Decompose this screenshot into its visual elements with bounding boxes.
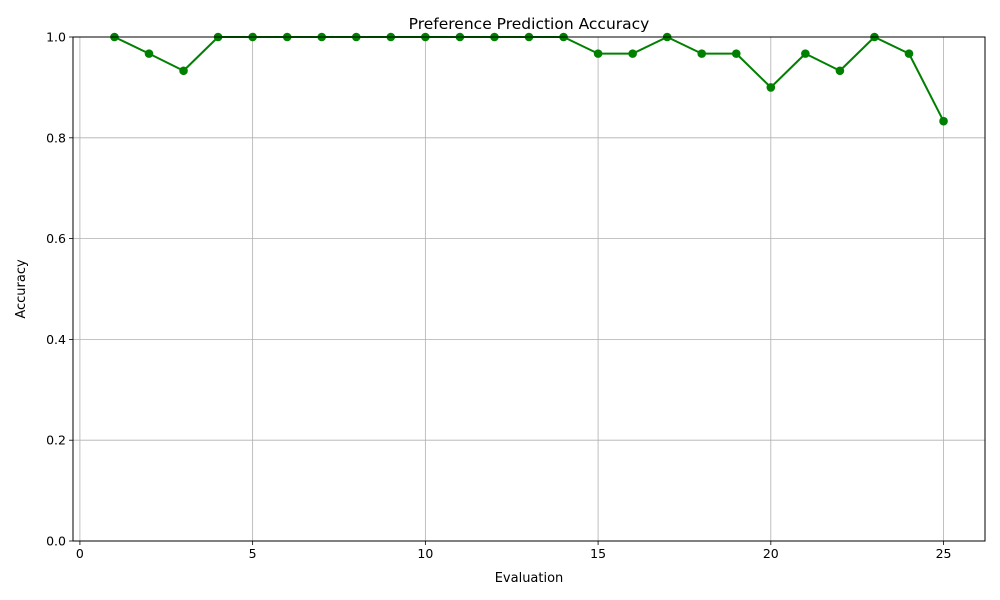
data-point <box>144 49 154 58</box>
x-tick-label: 25 <box>936 546 952 561</box>
y-tick-label: 0.0 <box>46 534 66 549</box>
data-point <box>628 49 637 58</box>
x-tick-label: 20 <box>763 546 779 561</box>
x-tick-label: 10 <box>417 546 433 561</box>
y-tick-label: 0.8 <box>46 130 66 145</box>
data-point <box>766 83 776 92</box>
ticks: 0 5 10 15 20 25 0.0 0.2 0.4 0.6 0.8 1.0 <box>46 30 951 562</box>
y-tick-label: 0.2 <box>46 433 66 448</box>
data-point <box>593 49 603 58</box>
x-tick-label: 5 <box>249 546 257 561</box>
data-point <box>801 49 810 58</box>
chart-title: Preference Prediction Accuracy <box>409 15 650 33</box>
x-tick-label: 0 <box>76 546 84 561</box>
y-tick-label: 0.4 <box>46 332 66 347</box>
y-tick-label: 0.6 <box>46 231 66 246</box>
data-point <box>731 49 741 58</box>
y-axis-label: Accuracy <box>14 259 29 319</box>
y-tick-label: 1.0 <box>46 30 66 45</box>
data-point <box>939 116 948 126</box>
x-tick-label: 15 <box>590 546 606 561</box>
x-axis-label: Evaluation <box>495 571 564 586</box>
data-point <box>697 49 707 58</box>
data-point <box>835 66 845 76</box>
data-point <box>904 49 914 58</box>
plot-frame <box>72 36 986 542</box>
data-point <box>179 66 188 76</box>
